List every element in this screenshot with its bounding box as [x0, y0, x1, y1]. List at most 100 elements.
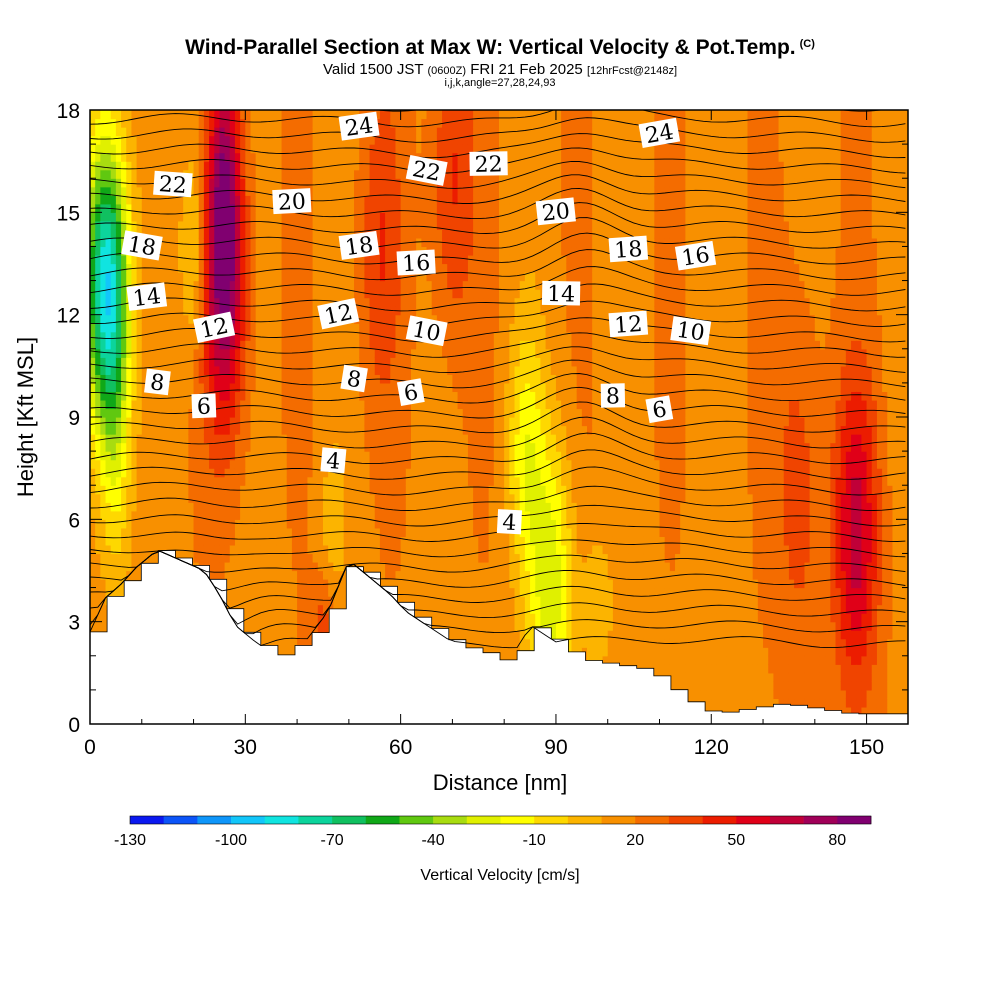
- field-cell: [266, 246, 272, 256]
- field-cell: [302, 272, 309, 282]
- field-cell: [307, 561, 314, 572]
- field-cell: [178, 289, 184, 299]
- field-cell: [354, 536, 360, 546]
- field-cell: [115, 161, 122, 171]
- field-cell: [95, 382, 101, 393]
- field-cell: [390, 536, 397, 546]
- field-cell: [209, 152, 215, 162]
- field-cell: [307, 382, 314, 393]
- field-cell: [167, 442, 174, 452]
- field-cell: [271, 144, 277, 154]
- field-cell: [167, 365, 174, 375]
- field-cell: [385, 306, 391, 316]
- field-cell: [426, 306, 433, 316]
- field-cell: [410, 365, 417, 375]
- field-cell: [379, 399, 386, 410]
- field-cell: [442, 604, 448, 614]
- field-cell: [416, 229, 422, 239]
- field-cell: [115, 340, 122, 350]
- field-cell: [364, 527, 371, 537]
- field-cell: [90, 323, 96, 333]
- field-cell: [115, 365, 122, 375]
- field-cell: [141, 527, 148, 537]
- field-cell: [271, 425, 277, 435]
- field-cell: [400, 408, 407, 418]
- field-cell: [436, 289, 443, 299]
- field-cell: [364, 272, 371, 282]
- field-cell: [405, 468, 412, 478]
- field-cell: [431, 289, 438, 299]
- field-cell: [364, 519, 371, 529]
- field-cell: [271, 280, 277, 290]
- field-cell: [317, 476, 324, 486]
- field-cell: [281, 630, 288, 640]
- field-cell: [374, 476, 381, 486]
- field-cell: [400, 476, 407, 486]
- field-cell: [276, 263, 283, 273]
- field-cell: [442, 570, 448, 580]
- field-cell: [266, 579, 272, 589]
- field-cell: [90, 553, 96, 563]
- field-cell: [333, 365, 340, 375]
- field-cell: [183, 306, 189, 316]
- field-cell: [229, 272, 236, 282]
- field-cell: [188, 502, 195, 512]
- field-cell: [297, 110, 303, 120]
- field-cell: [167, 254, 174, 265]
- field-cell: [302, 161, 309, 171]
- field-cell: [105, 306, 112, 316]
- field-cell: [374, 272, 381, 282]
- field-cell: [193, 203, 200, 213]
- field-cell: [317, 144, 324, 154]
- field-cell: [105, 408, 112, 418]
- field-cell: [193, 451, 200, 461]
- field-cell: [131, 391, 138, 401]
- field-cell: [141, 519, 148, 529]
- field-cell: [416, 561, 422, 572]
- field-cell: [286, 544, 293, 555]
- field-cell: [121, 442, 127, 452]
- field-cell: [198, 127, 205, 137]
- field-cell: [136, 570, 143, 580]
- field-cell: [240, 502, 246, 512]
- field-cell: [281, 144, 288, 154]
- field-cell: [271, 297, 277, 307]
- field-cell: [322, 485, 329, 495]
- field-cell: [431, 246, 438, 256]
- field-cell: [343, 229, 350, 239]
- field-cell: [354, 169, 360, 179]
- field-cell: [421, 553, 428, 563]
- field-cell: [105, 510, 112, 520]
- valid-prefix: Valid 1500 JST: [322, 61, 424, 78]
- field-cell: [224, 161, 231, 171]
- field-cell: [348, 135, 355, 145]
- field-cell: [172, 544, 179, 555]
- field-cell: [390, 246, 397, 256]
- field-cell: [359, 169, 365, 179]
- field-cell: [203, 127, 210, 137]
- field-cell: [317, 408, 324, 418]
- field-cell: [162, 229, 169, 239]
- field-cell: [152, 144, 158, 154]
- field-cell: [110, 161, 117, 171]
- field-cell: [436, 459, 443, 469]
- field-cell: [416, 587, 422, 597]
- field-cell: [307, 272, 314, 282]
- field-cell: [271, 374, 277, 384]
- field-cell: [266, 263, 272, 273]
- field-cell: [110, 536, 117, 546]
- field-cell: [359, 476, 365, 486]
- field-cell: [271, 621, 277, 631]
- field-cell: [178, 425, 184, 435]
- field-cell: [234, 587, 241, 597]
- field-cell: [426, 451, 433, 461]
- field-cell: [416, 425, 422, 435]
- field-cell: [328, 391, 334, 401]
- field-cell: [121, 340, 127, 350]
- field-cell: [229, 186, 236, 196]
- field-cell: [431, 348, 438, 358]
- field-cell: [400, 459, 407, 469]
- field-cell: [188, 161, 195, 171]
- field-cell: [266, 459, 272, 469]
- field-cell: [162, 152, 169, 162]
